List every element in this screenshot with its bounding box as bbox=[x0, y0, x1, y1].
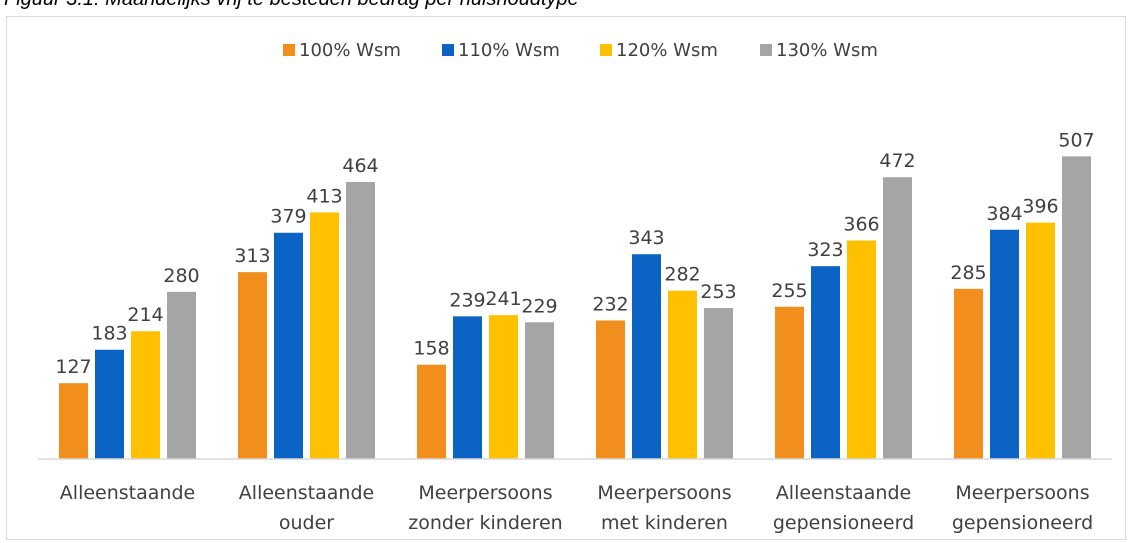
bar-3-4 bbox=[525, 322, 554, 459]
data-label: 229 bbox=[521, 295, 557, 317]
bar-2-1 bbox=[238, 272, 267, 459]
category-label: zonder kinderen bbox=[408, 512, 562, 534]
category-label: gepensioneerd bbox=[952, 512, 1093, 534]
data-label: 507 bbox=[1058, 129, 1094, 151]
legend-swatch bbox=[283, 44, 295, 56]
category-labels-group: Alleenstaande Alleenstaande ouder Meerperso… bbox=[60, 482, 1093, 534]
category-label: ouder bbox=[279, 512, 334, 534]
category-label: Alleenstaande bbox=[239, 482, 374, 504]
bar-1-4 bbox=[167, 291, 196, 459]
bar-2-4 bbox=[346, 181, 375, 459]
legend-swatch bbox=[600, 44, 612, 56]
legend: 100% Wsm 110% Wsm 120% Wsm 130% Wsm bbox=[283, 40, 878, 61]
data-label: 285 bbox=[950, 262, 986, 284]
bar-1-1 bbox=[59, 383, 88, 459]
bar-4-3 bbox=[668, 290, 697, 459]
legend-item-label: 130% Wsm bbox=[776, 40, 878, 61]
bar-3-1 bbox=[417, 364, 446, 459]
figure-caption: Figuur 3.1: Maandelijks vrij te besteden… bbox=[4, 0, 579, 11]
category-label: gepensioneerd bbox=[773, 512, 914, 534]
legend-item-label: 100% Wsm bbox=[299, 40, 401, 61]
bar-6-1 bbox=[954, 288, 983, 459]
data-label: 214 bbox=[127, 304, 163, 326]
data-label: 253 bbox=[700, 281, 736, 303]
bar-4-2 bbox=[632, 254, 661, 459]
data-label: 313 bbox=[234, 245, 270, 267]
data-label: 127 bbox=[55, 356, 91, 378]
data-label: 413 bbox=[306, 185, 342, 207]
data-label: 239 bbox=[449, 289, 485, 311]
bar-5-4 bbox=[883, 177, 912, 459]
category-label: Alleenstaande bbox=[60, 482, 195, 504]
data-label: 472 bbox=[879, 150, 915, 172]
bar-1-2 bbox=[95, 349, 124, 459]
category-label: Alleenstaande bbox=[776, 482, 911, 504]
bar-2-3 bbox=[310, 212, 339, 459]
data-label: 232 bbox=[592, 293, 628, 315]
data-label: 396 bbox=[1022, 196, 1058, 218]
data-label: 183 bbox=[91, 323, 127, 345]
bar-3-2 bbox=[453, 316, 482, 459]
category-label: Meerpersoons bbox=[418, 482, 552, 504]
bar-3-3 bbox=[489, 315, 518, 459]
bar-6-2 bbox=[990, 229, 1019, 459]
category-label: met kinderen bbox=[601, 512, 728, 534]
bar-2-2 bbox=[274, 232, 303, 459]
data-label: 464 bbox=[342, 155, 378, 177]
data-label: 282 bbox=[664, 264, 700, 286]
bar-6-4 bbox=[1062, 156, 1091, 460]
bar-5-2 bbox=[811, 266, 840, 459]
legend-item-label: 110% Wsm bbox=[458, 40, 560, 61]
data-label: 241 bbox=[485, 288, 521, 310]
legend-swatch bbox=[442, 44, 454, 56]
bar-5-3 bbox=[847, 240, 876, 459]
category-label: Meerpersoons bbox=[955, 482, 1089, 504]
data-label: 384 bbox=[986, 203, 1022, 225]
data-label: 323 bbox=[807, 239, 843, 261]
legend-item-label: 120% Wsm bbox=[616, 40, 718, 61]
data-label: 158 bbox=[413, 338, 449, 360]
bar-5-1 bbox=[775, 306, 804, 459]
bar-4-4 bbox=[704, 307, 733, 459]
bar-4-1 bbox=[596, 320, 625, 459]
data-label: 280 bbox=[163, 265, 199, 287]
bar-6-3 bbox=[1026, 222, 1055, 459]
chart-frame bbox=[6, 16, 1126, 540]
category-label: Meerpersoons bbox=[597, 482, 731, 504]
legend-swatch bbox=[760, 44, 772, 56]
data-label: 255 bbox=[771, 280, 807, 302]
bar-1-3 bbox=[131, 331, 160, 459]
bars-group bbox=[59, 156, 1091, 460]
data-label: 343 bbox=[628, 227, 664, 249]
data-label: 366 bbox=[843, 213, 879, 235]
data-label: 379 bbox=[270, 206, 306, 228]
